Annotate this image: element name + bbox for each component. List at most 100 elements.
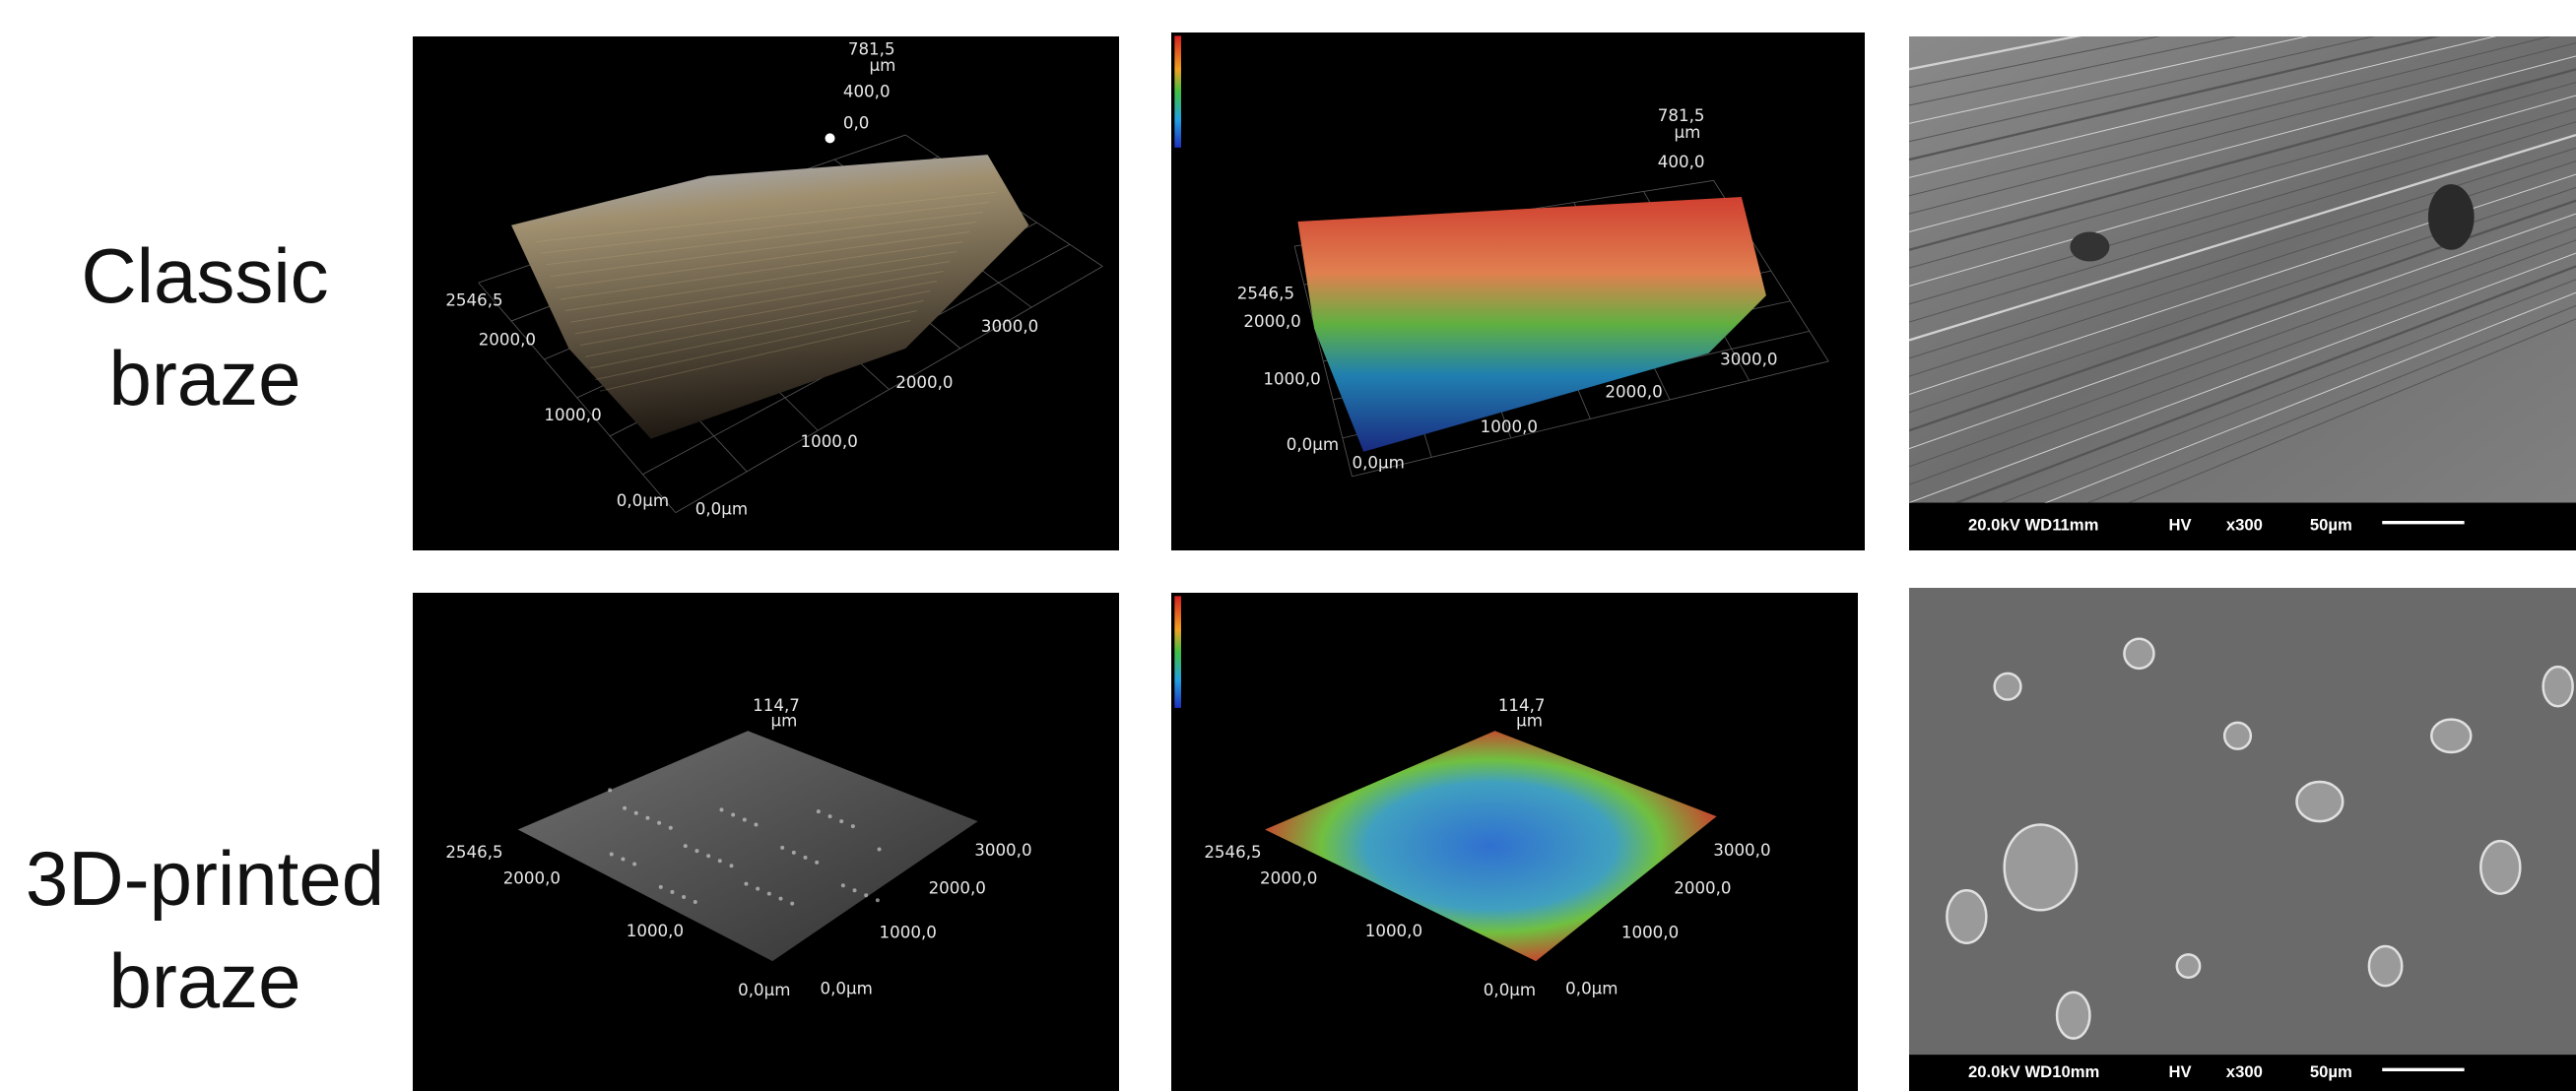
axis-label: 2000,0	[929, 879, 986, 898]
row-label-line: Classic	[8, 225, 402, 327]
texture	[839, 819, 843, 823]
texture	[669, 826, 673, 830]
particle	[2480, 841, 2520, 893]
axis-label: 0,0µm	[1484, 981, 1536, 999]
axis-label: 2000,0	[1260, 869, 1317, 888]
axis-label: 3000,0	[974, 841, 1031, 860]
axis-label: 1000,0	[1365, 922, 1422, 940]
particle	[2431, 720, 2471, 752]
texture	[657, 821, 661, 825]
info-text: 50µm	[2310, 1062, 2352, 1081]
info-text: 20.0kV WD11mm	[1968, 515, 2098, 534]
axis-label: 400,0	[1658, 153, 1705, 171]
row-label-line: 3D-printed	[8, 827, 402, 930]
texture	[623, 806, 627, 810]
texture	[634, 811, 638, 815]
texture	[694, 900, 697, 904]
particle	[2224, 723, 2251, 749]
axis-label: 0,0	[843, 113, 869, 132]
particle	[1995, 674, 2021, 700]
axis-label: 1000,0	[1621, 924, 1679, 942]
defect	[2428, 184, 2475, 250]
info-text: 20.0kV WD10mm	[1968, 1062, 2099, 1081]
texture	[767, 892, 771, 896]
axis-label: 1000,0	[880, 924, 937, 942]
texture	[621, 858, 625, 862]
axis-label: 2546,5	[445, 843, 502, 862]
figure: Classic braze 3D-printed braze 781,5µm40…	[0, 0, 2576, 1091]
texture	[853, 888, 857, 892]
axis-label: 1000,0	[801, 432, 858, 451]
marker	[826, 133, 835, 143]
defect	[2070, 231, 2109, 261]
texture	[817, 809, 821, 813]
axis-label: µm	[870, 56, 896, 75]
texture	[719, 807, 723, 811]
texture	[851, 824, 855, 828]
texture	[878, 848, 882, 852]
particle	[2177, 954, 2200, 977]
texture	[756, 887, 760, 891]
axis-label: 0,0µm	[1287, 435, 1339, 454]
axis-label: 1000,0	[544, 406, 601, 424]
texture	[610, 853, 614, 857]
sem-image: 20.0kV WD11mm HV x300 50µm	[1909, 36, 2576, 550]
texture	[864, 893, 868, 897]
axis-label: 3000,0	[1720, 350, 1777, 368]
texture	[608, 788, 612, 792]
axis-label: 0,0µm	[617, 491, 669, 510]
axis-label: µm	[1674, 123, 1700, 142]
texture	[780, 846, 784, 850]
row-label-line: braze	[8, 930, 402, 1032]
axis-label: 2546,5	[445, 291, 502, 310]
info-text: 50µm	[2310, 515, 2352, 534]
texture	[659, 885, 663, 889]
axis-label: 1000,0	[1263, 369, 1320, 388]
axis-label: 2000,0	[503, 869, 561, 888]
texture	[670, 890, 674, 894]
particle	[2005, 824, 2077, 910]
texture	[682, 895, 686, 899]
axis-label: 0,0µm	[695, 499, 748, 518]
particle	[2543, 667, 2573, 706]
axis-label: 1000,0	[627, 922, 684, 940]
axis-label: 2000,0	[1674, 879, 1731, 898]
texture	[729, 864, 733, 867]
texture	[684, 844, 688, 848]
axis-label: 2546,5	[1204, 843, 1261, 862]
texture	[754, 822, 758, 826]
axis-label: 0,0µm	[821, 979, 873, 997]
surface	[1297, 197, 1765, 452]
texture	[744, 882, 748, 886]
info-text: x300	[2226, 515, 2263, 534]
texture	[632, 863, 636, 866]
colorbar	[1174, 35, 1181, 148]
particle	[2369, 946, 2402, 986]
axis-label: 1000,0	[1481, 417, 1538, 436]
texture	[790, 902, 794, 906]
info-text: HV	[2168, 1062, 2191, 1081]
axis-label: 2000,0	[479, 331, 536, 350]
row-label-line: braze	[8, 327, 402, 429]
texture	[645, 816, 649, 820]
axis-label: 2000,0	[895, 373, 953, 392]
texture	[804, 856, 808, 860]
axis-label: 0,0µm	[1565, 979, 1618, 997]
axis-label: 3000,0	[981, 317, 1038, 336]
particle	[1947, 890, 1986, 942]
texture	[718, 859, 722, 863]
axis-label: 3000,0	[1713, 841, 1770, 860]
height-map: 781,5µm400,02546,52000,01000,00,0µm0,0µm…	[1171, 32, 1865, 550]
axis-label: µm	[771, 711, 798, 730]
particle	[2124, 639, 2153, 669]
texture	[706, 854, 710, 858]
axis-label: 2000,0	[1605, 383, 1662, 402]
axis-label: 2546,5	[1237, 285, 1294, 303]
sem-background	[1909, 588, 2576, 1055]
info-text: HV	[2168, 515, 2191, 534]
texture	[876, 898, 880, 902]
particle	[2297, 782, 2344, 821]
